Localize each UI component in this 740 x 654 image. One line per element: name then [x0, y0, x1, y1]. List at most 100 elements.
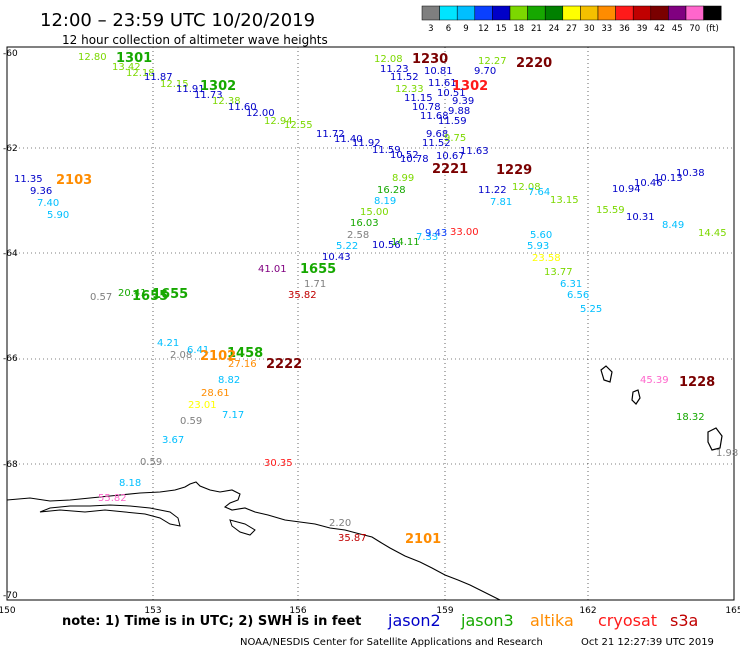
wave-height-value: 2.58	[347, 230, 369, 241]
wave-height-value: 11.40	[334, 134, 363, 145]
wave-height-value: 12.38	[212, 96, 241, 107]
colorbar-swatch	[421, 5, 440, 21]
pass-time-label: 1655	[132, 289, 168, 304]
wave-height-value: 15.59	[596, 205, 625, 216]
latitude-tick-label: -68	[3, 460, 18, 470]
wave-height-value: 16.28	[377, 185, 406, 196]
wave-height-value: 27.16	[228, 359, 257, 370]
colorbar-label: 42	[654, 24, 665, 34]
wave-height-value: 0.57	[90, 292, 112, 303]
wave-height-value: 11.35	[14, 174, 43, 185]
wave-height-value: 11.72	[316, 129, 345, 140]
wave-height-value: 11.22	[478, 185, 507, 196]
longitude-tick-label: 153	[144, 606, 161, 616]
wave-height-value: 7.81	[490, 197, 512, 208]
latitude-tick-label: -60	[3, 49, 18, 59]
island-2	[631, 389, 641, 405]
footer-note: note: 1) Time is in UTC; 2) SWH is in fe…	[62, 614, 361, 629]
wave-height-value: 45.39	[640, 375, 669, 386]
wave-height-value: 5.93	[527, 241, 549, 252]
wave-height-value: 41.01	[258, 264, 287, 275]
wave-height-value: 13.15	[550, 195, 579, 206]
colorbar-label: 3	[428, 24, 433, 34]
wave-height-value: 11.59	[438, 116, 467, 127]
wave-height-observations: 12.80 13.4212.1811.8712.1511.9111.7312.38…	[14, 52, 738, 544]
colorbar-swatch	[703, 5, 722, 21]
wave-height-value: 5.60	[530, 230, 552, 241]
wave-height-value: 12.15	[160, 79, 189, 90]
wave-height-value: 3.67	[162, 435, 184, 446]
wave-height-value: 20.41	[118, 288, 147, 299]
colorbar-swatch	[562, 5, 581, 21]
pass-time-label: 1228	[679, 375, 715, 390]
longitude-tick-label: 156	[289, 606, 306, 616]
wave-height-value: 10.56	[372, 240, 401, 251]
wave-height-value: 7.40	[37, 198, 59, 209]
wave-height-value: 23.01	[188, 400, 217, 411]
colorbar-swatch	[580, 5, 599, 21]
wave-height-value: 8.99	[392, 173, 414, 184]
wave-height-value: 8.18	[119, 478, 141, 489]
wave-height-value: 12.08	[374, 54, 403, 65]
legend-jason3: jason3	[460, 611, 514, 630]
wave-height-value: 5.22	[336, 241, 358, 252]
wave-height-value: 9.43	[425, 228, 447, 239]
footer-credit: NOAA/NESDIS Center for Satellite Applica…	[240, 637, 543, 648]
map-frame	[6, 46, 735, 601]
pass-time-label: 2101	[405, 532, 441, 547]
wave-height-value: 28.61	[201, 388, 230, 399]
wave-height-value: 7.17	[222, 410, 244, 421]
colorbar-label: 27	[566, 24, 577, 34]
footer-timestamp: Oct 21 12:27:39 UTC 2019	[581, 637, 714, 648]
wave-height-value: 16.03	[350, 218, 379, 229]
wave-height-value: 11.91	[176, 84, 205, 95]
latitude-tick-label: -70	[3, 591, 18, 601]
wave-height-value: 12.33	[395, 84, 424, 95]
wave-height-value: 12.55	[284, 120, 313, 131]
wave-height-value: 14.45	[698, 228, 727, 239]
wave-height-value: 35.82	[288, 290, 317, 301]
wave-height-value: 9.70	[474, 66, 496, 77]
wave-height-value: 9.68	[426, 129, 448, 140]
latitude-tick-label: -62	[3, 144, 18, 154]
wave-height-value: 35.87	[338, 533, 367, 544]
longitude-tick-label: 150	[0, 606, 16, 616]
colorbar-swatch	[632, 5, 652, 21]
wave-height-value: 1.71	[304, 279, 326, 290]
wave-height-value: 12.08	[512, 182, 541, 193]
colorbar-swatch	[474, 5, 493, 21]
satellite-legend: jason2 jason3 altika cryosat s3a	[387, 611, 698, 630]
wave-height-value: 23.58	[532, 253, 561, 264]
wave-height-value: 12.94	[264, 116, 293, 127]
colorbar-swatch	[597, 5, 616, 21]
legend-altika: altika	[530, 611, 574, 630]
wave-height-value: 5.90	[47, 210, 69, 221]
wave-height-value: 7.33	[416, 232, 438, 243]
pass-time-label: 2102	[200, 349, 236, 364]
longitude-tick-label: 162	[579, 606, 596, 616]
wave-height-value: 8.82	[218, 375, 240, 386]
colorbar-swatch	[527, 5, 546, 21]
colorbar-label: 30	[584, 24, 595, 34]
map-tick-labels: 150 153 156 159 162 165 -60 -62 -64 -66 -68 -70	[0, 49, 740, 616]
pass-time-label: 2221	[432, 162, 468, 177]
wave-height-value: 0.59	[180, 416, 202, 427]
wave-height-value: 10.38	[676, 168, 705, 179]
pass-time-label: 2220	[516, 56, 552, 71]
pass-time-label: 1655	[300, 262, 336, 277]
pass-time-label: 2103	[56, 173, 92, 188]
colorbar-label: 45	[672, 24, 683, 34]
island-3	[707, 427, 723, 451]
colorbar-label: 70	[689, 24, 700, 34]
legend-jason2: jason2	[387, 611, 441, 630]
colorbar-label: 18	[513, 24, 524, 34]
wave-height-value: 10.46	[634, 178, 663, 189]
wave-height-value: 10.51	[437, 88, 466, 99]
longitude-tick-label: 165	[725, 606, 740, 616]
page-subtitle: 12 hour collection of altimeter wave hei…	[62, 33, 328, 47]
wave-height-value: 11.61	[428, 78, 457, 89]
wave-height-value: 30.35	[264, 458, 293, 469]
wave-height-value: 12.27	[478, 56, 507, 67]
